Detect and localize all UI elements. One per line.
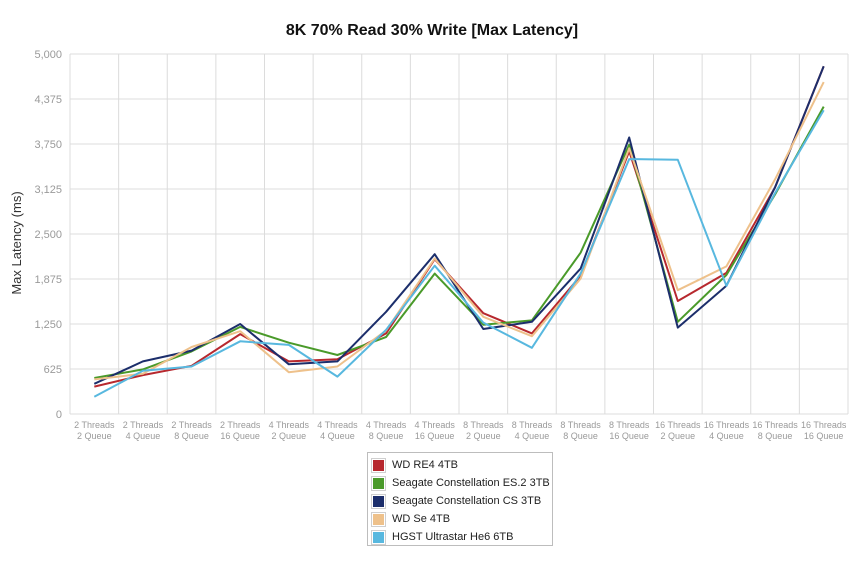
legend-label: Seagate Constellation ES.2 3TB — [392, 477, 550, 489]
legend-swatch — [372, 512, 385, 526]
legend-label: WD Se 4TB — [392, 513, 451, 525]
chart-legend: WD RE4 4TB Seagate Constellation ES.2 3TB… — [367, 452, 553, 546]
x-tick-label: 2 Threads 4 Queue — [123, 420, 164, 441]
series-line-wd-se-4tb — [94, 81, 825, 381]
legend-label: WD RE4 4TB — [392, 459, 459, 471]
x-tick-label: 4 Threads 8 Queue — [366, 420, 407, 441]
x-tick-label: 16 Threads 8 Queue — [752, 420, 798, 441]
y-tick-label: 4,375 — [34, 94, 62, 106]
x-tick-label: 16 Threads 2 Queue — [655, 420, 701, 441]
y-tick-label: 3,125 — [34, 184, 62, 196]
series-line-seagate-constellation-cs-3tb — [93, 65, 825, 385]
legend-swatch — [372, 494, 385, 508]
x-tick-label: 2 Threads 16 Queue — [220, 420, 261, 441]
legend-swatch — [372, 476, 385, 490]
legend-label: HGST Ultrastar He6 6TB — [392, 531, 514, 543]
series-line-hgst-ultrastar-he6-6tb — [93, 109, 825, 398]
y-tick-label: 3,750 — [34, 139, 62, 151]
y-axis-label: Max Latency (ms) — [9, 191, 24, 294]
x-tick-label: 16 Threads 4 Queue — [704, 420, 750, 441]
legend-swatch — [372, 530, 385, 544]
legend-entry: HGST Ultrastar He6 6TB — [372, 528, 552, 546]
x-tick-label: 8 Threads 2 Queue — [463, 420, 504, 441]
legend-swatch — [372, 458, 385, 472]
y-tick-label: 2,500 — [34, 229, 62, 241]
x-tick-label: 2 Threads 8 Queue — [171, 420, 212, 441]
y-tick-label: 1,250 — [34, 319, 62, 331]
y-tick-label: 625 — [44, 364, 62, 376]
x-tick-label: 4 Threads 2 Queue — [269, 420, 310, 441]
x-tick-label: 2 Threads 2 Queue — [74, 420, 115, 441]
legend-entry: WD RE4 4TB — [372, 456, 552, 474]
legend-entry: Seagate Constellation CS 3TB — [372, 492, 552, 510]
x-tick-label: 8 Threads 4 Queue — [512, 420, 553, 441]
y-tick-label: 5,000 — [34, 49, 62, 61]
x-tick-label: 4 Threads 16 Queue — [415, 420, 456, 441]
legend-label: Seagate Constellation CS 3TB — [392, 495, 542, 507]
legend-entry: WD Se 4TB — [372, 510, 552, 528]
x-tick-label: 16 Threads 16 Queue — [801, 420, 847, 441]
x-tick-label: 4 Threads 4 Queue — [317, 420, 358, 441]
chart-title: 8K 70% Read 30% Write [Max Latency] — [286, 22, 578, 39]
x-tick-label: 8 Threads 8 Queue — [560, 420, 601, 441]
y-tick-label: 0 — [56, 409, 62, 421]
x-tick-label: 8 Threads 16 Queue — [609, 420, 650, 441]
legend-entry: Seagate Constellation ES.2 3TB — [372, 474, 552, 492]
y-tick-label: 1,875 — [34, 274, 62, 286]
